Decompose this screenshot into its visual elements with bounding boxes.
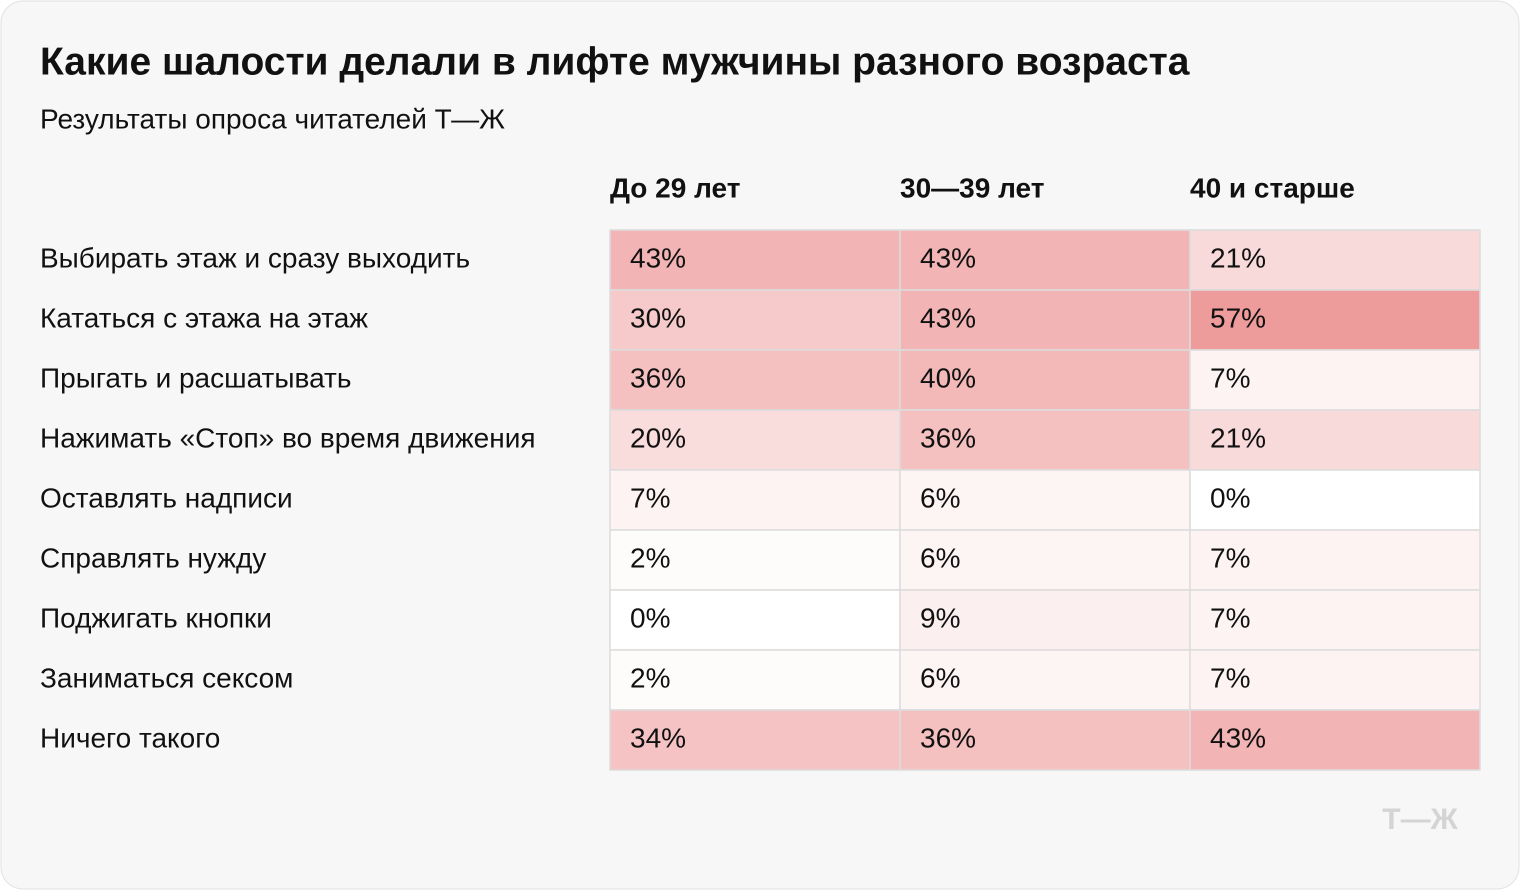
row-label: Поджигать кнопки xyxy=(40,602,272,633)
cell-label: 43% xyxy=(630,242,686,273)
cell-background xyxy=(610,470,900,530)
logo: Т—Ж xyxy=(1382,803,1458,836)
heat-cell xyxy=(1189,709,1481,771)
cell-label: 7% xyxy=(1210,662,1250,693)
cell-label: 7% xyxy=(1210,602,1250,633)
row-label: Кататься с этажа на этаж xyxy=(40,302,368,333)
cell-label: 36% xyxy=(630,362,686,393)
cell-label: 9% xyxy=(920,602,960,633)
cell-background xyxy=(900,650,1190,710)
chart-subtitle: Результаты опроса читателей Т—Ж xyxy=(40,103,505,134)
cell-label: 30% xyxy=(630,302,686,333)
heat-cell xyxy=(1189,349,1481,411)
cell-label: 0% xyxy=(1210,482,1250,513)
heat-cell xyxy=(609,709,901,771)
heat-cell xyxy=(609,469,901,531)
cell-label: 21% xyxy=(1210,242,1266,273)
cell-label: 2% xyxy=(630,662,670,693)
cell-label: 36% xyxy=(920,722,976,753)
cell-label: 21% xyxy=(1210,422,1266,453)
row-label: Оставлять надписи xyxy=(40,482,293,513)
cell-background xyxy=(900,470,1190,530)
column-header: 30—39 лет xyxy=(900,172,1044,203)
row-label: Выбирать этаж и сразу выходить xyxy=(40,242,470,273)
cell-label: 7% xyxy=(1210,542,1250,573)
heat-cell xyxy=(1189,229,1481,291)
cell-background xyxy=(1190,470,1480,530)
column-header: До 29 лет xyxy=(610,172,740,203)
cell-label: 7% xyxy=(1210,362,1250,393)
cell-label: 43% xyxy=(920,242,976,273)
row-label: Нажимать «Стоп» во время движения xyxy=(40,422,536,453)
cell-background xyxy=(1190,530,1480,590)
cell-background xyxy=(1190,650,1480,710)
cell-background xyxy=(610,650,900,710)
cell-background xyxy=(900,590,1190,650)
cell-label: 34% xyxy=(630,722,686,753)
cell-label: 57% xyxy=(1210,302,1266,333)
heat-cell xyxy=(609,289,901,351)
cell-background xyxy=(610,530,900,590)
cell-label: 6% xyxy=(920,662,960,693)
row-label: Заниматься сексом xyxy=(40,662,293,693)
heat-cell xyxy=(899,709,1191,771)
cell-label: 20% xyxy=(630,422,686,453)
row-label: Прыгать и расшатывать xyxy=(40,362,351,393)
cell-label: 2% xyxy=(630,542,670,573)
cell-label: 7% xyxy=(630,482,670,513)
heat-cell xyxy=(1189,529,1481,591)
row-label: Справлять нужду xyxy=(40,542,266,573)
row-label: Ничего такого xyxy=(40,722,220,753)
cell-background xyxy=(1190,230,1480,290)
cell-label: 40% xyxy=(920,362,976,393)
heat-cell xyxy=(1189,409,1481,471)
cell-label: 36% xyxy=(920,422,976,453)
heat-cell xyxy=(609,409,901,471)
cell-label: 43% xyxy=(1210,722,1266,753)
cell-background xyxy=(610,590,900,650)
heat-cell xyxy=(609,349,901,411)
heat-cell xyxy=(1189,649,1481,711)
cell-label: 6% xyxy=(920,542,960,573)
heat-cell xyxy=(899,529,1191,591)
heat-cell xyxy=(899,469,1191,531)
chart-title: Какие шалости делали в лифте мужчины раз… xyxy=(40,40,1190,83)
cell-background xyxy=(1190,410,1480,470)
cell-label: 0% xyxy=(630,602,670,633)
cell-background xyxy=(900,530,1190,590)
column-header: 40 и старше xyxy=(1190,172,1355,203)
cell-background xyxy=(1190,350,1480,410)
heat-cell xyxy=(899,649,1191,711)
cell-background xyxy=(1190,590,1480,650)
cell-background xyxy=(610,410,900,470)
heat-cell xyxy=(899,349,1191,411)
cell-label: 43% xyxy=(920,302,976,333)
cell-label: 6% xyxy=(920,482,960,513)
